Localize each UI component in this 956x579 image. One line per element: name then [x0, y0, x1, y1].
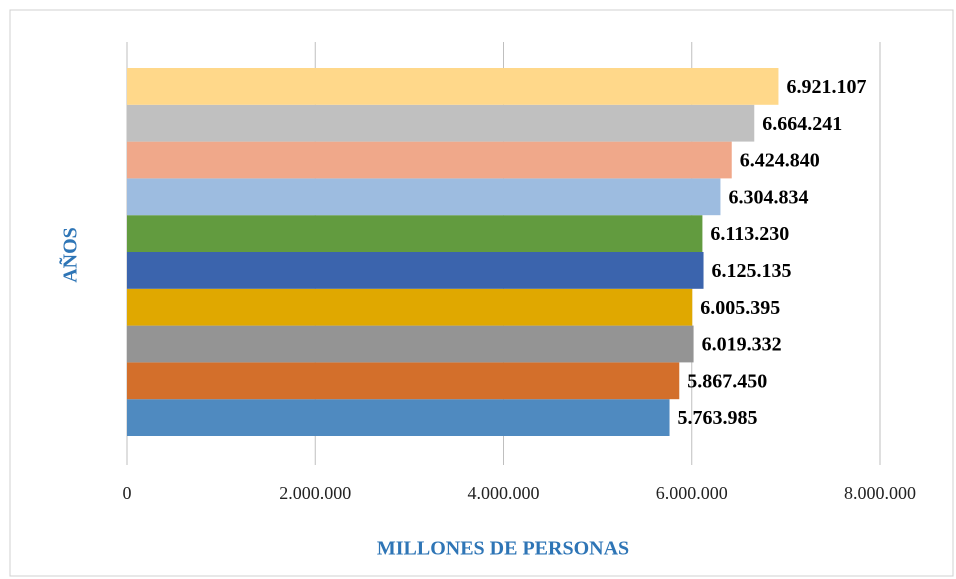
bar	[127, 288, 693, 326]
bar	[127, 325, 694, 363]
value-label: 6.005.395	[700, 297, 780, 319]
x-tick-label: 8.000.000	[844, 483, 916, 503]
x-axis-title: MILLONES DE PERSONAS	[377, 538, 629, 560]
bar	[127, 141, 732, 179]
value-label: 5.763.985	[678, 407, 758, 429]
bar	[127, 252, 704, 289]
bar	[127, 215, 703, 252]
bar	[127, 399, 670, 436]
value-label: 6.921.107	[786, 76, 866, 98]
value-label: 5.867.450	[687, 370, 767, 392]
value-label: 6.113.230	[710, 223, 789, 245]
bar	[127, 178, 721, 216]
x-tick-label: 0	[123, 483, 132, 503]
y-axis-title: AÑOS	[59, 227, 82, 283]
value-label: 6.424.840	[740, 150, 820, 172]
value-label: 6.019.332	[702, 334, 782, 356]
value-label: 6.125.135	[712, 260, 792, 282]
bar	[127, 104, 755, 142]
bar	[127, 362, 680, 400]
x-tick-label: 6.000.000	[656, 483, 728, 503]
value-label: 6.304.834	[728, 186, 808, 208]
value-label: 6.664.241	[762, 113, 842, 135]
bar	[127, 68, 779, 105]
x-tick-label: 4.000.000	[468, 483, 540, 503]
x-tick-label: 2.000.000	[279, 483, 351, 503]
